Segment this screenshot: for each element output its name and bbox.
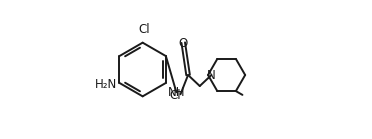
Text: H₂N: H₂N xyxy=(95,78,117,91)
Text: Cl: Cl xyxy=(169,89,181,102)
Text: Cl: Cl xyxy=(138,23,150,36)
Text: NH: NH xyxy=(168,86,186,99)
Text: O: O xyxy=(178,37,187,50)
Text: N: N xyxy=(207,69,216,81)
